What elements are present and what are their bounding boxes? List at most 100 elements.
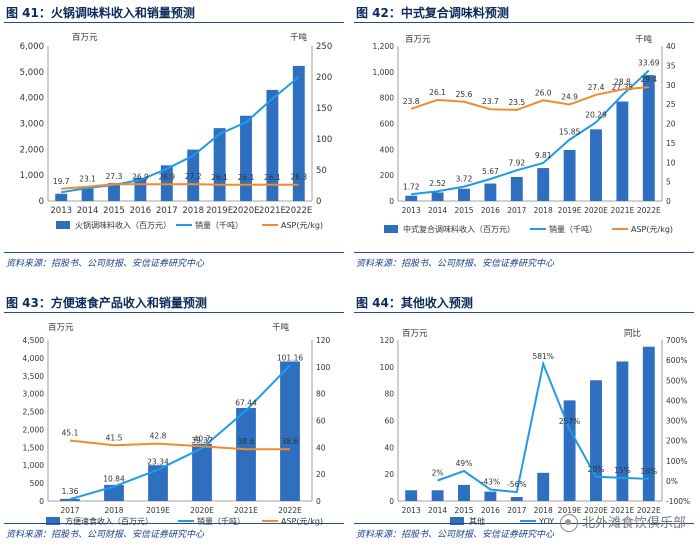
panel-44-source: 资料来源：招股书、公司财报、安信证券研究中心 [356,530,555,540]
series-line [69,364,291,501]
data-label: 39.37 [191,436,213,445]
chart-41: 0 1,000 2,000 3,000 4,000 5,000 6,000 0 50 100 150… [20,32,333,230]
data-label: 9.81 [535,151,552,160]
data-label: 67.44 [235,399,257,408]
y-tick-label: 800 [380,94,395,103]
x-tick-label: 2017 [156,206,178,216]
series-line [61,183,299,190]
data-label: 19.7 [53,177,70,186]
data-label: 26.3 [290,173,307,182]
legend-label: ASP(元/kg) [281,221,323,230]
bar [642,75,655,201]
x-tick-label: 2013 [402,506,421,515]
bar [81,188,94,201]
data-label: 10.84 [103,474,125,483]
right-unit-label: 千吨 [272,322,290,333]
panel-41-title: 图 41：火锅调味料收入和销量预测 [6,6,195,20]
y2-tick-label: 25 [666,100,676,109]
data-label: 15% [614,466,631,475]
x-tick-label: 2013 [402,206,421,215]
legend-label: 火锅调味料收入（百万元） [75,220,171,230]
x-tick-label: 2019E [558,206,582,215]
bar [405,195,418,201]
x-tick-label: 2020E [232,206,259,216]
y2-tick-label: 80 [316,390,326,399]
y-tick-label: 2,500 [23,408,45,417]
y-tick-label: 3,000 [23,390,45,399]
y-tick-label: 500 [30,479,45,488]
bar [590,380,602,501]
y2-tick-label: 0 [316,197,321,207]
legend-swatch [450,517,464,525]
y-tick-label: 120 [380,336,395,345]
y-tick-label: 2,000 [20,145,44,155]
legend-label: 销量（千吨） [195,220,243,230]
x-tick-label: 2018 [534,506,553,515]
panel-42-source: 资料来源：招股书、公司财报、安信证券研究中心 [356,259,555,269]
y2-tick-label: 0 [666,197,671,206]
y2-tick-label: 120 [316,336,331,345]
data-label: 26.1 [429,88,446,97]
legend-swatch [46,517,60,525]
chart-42: 0 200 400 600 800 1,000 1,200 0 5 10 15 20 25 30 35 40 百… [373,34,676,234]
y2-tick-label: 400% [666,396,687,405]
panel-44-title: 图 44：其他收入预测 [356,296,473,310]
data-label: 7.92 [508,158,525,167]
x-tick-label: 2017 [507,206,526,215]
wechat-icon [559,514,578,532]
bar [616,101,629,201]
y-tick-label: 5,000 [20,68,44,78]
x-tick-label: 2016 [481,506,500,515]
chart-44: 0 20 40 60 80 100 120 -100% 0% 100% 200% 300% 400% 50… [380,328,690,526]
legend-label: 中式复合调味料收入（百万元） [403,224,515,234]
y2-tick-label: 60 [316,417,326,426]
panel-44: 图 44：其他收入预测 0 20 40 60 80 100 120 -100% 0% 100% 20… [350,272,700,544]
y-tick-label: 1,000 [23,461,45,470]
data-label: 5.67 [482,167,499,176]
y-tick-label: 40 [384,443,394,452]
y-tick-label: 6,000 [20,42,44,52]
y2-tick-label: 15 [666,139,676,148]
series-line [69,439,290,451]
y2-tick-label: 20 [316,470,326,479]
y2-tick-label: 10 [666,158,676,167]
data-label: 23.1 [79,175,96,184]
series-line [411,69,650,196]
watermark: 北外滩食饮俱乐部 [559,512,686,532]
panel-41: 图 41：火锅调味料收入和销量预测 0 1,000 2,000 3,000 4,000 5… [0,0,350,272]
x-tick-label: 2019E [206,206,233,216]
bar [484,491,497,501]
y-tick-label: 1,500 [23,443,45,452]
x-tick-label: 2014 [428,206,447,215]
data-label: 27.35 [612,83,634,92]
x-tick-label: 2020E [190,506,214,515]
data-label: 33.69 [638,58,660,67]
legend-label: 其他 [469,516,485,526]
x-tick-label: 2018 [534,206,553,215]
bar [537,472,550,501]
y-tick-label: 0 [39,197,44,207]
y2-tick-label: 200% [666,437,687,446]
data-label: 101.16 [277,353,303,362]
x-tick-label: 2015 [454,206,473,215]
data-label: 20% [588,465,605,474]
y2-tick-label: 0% [666,477,678,486]
data-label: 26.9 [158,172,175,181]
y2-tick-label: 100 [316,135,332,145]
data-label: 2% [432,468,444,477]
data-label: 26.1 [238,173,255,182]
x-tick-label: 2021E [610,506,634,515]
data-label: 27.2 [185,172,202,181]
bar [616,361,629,501]
watermark-text: 北外滩食饮俱乐部 [581,515,686,531]
panel-42-title: 图 42：中式复合调味料预测 [356,6,509,20]
x-tick-label: 2017 [507,506,526,515]
left-unit-label: 百万元 [48,323,74,333]
y2-tick-label: 100% [666,457,687,466]
y-tick-label: 80 [384,390,394,399]
y-tick-label: 200 [380,171,395,180]
bar [431,490,444,501]
x-tick-label: 2021E [234,506,258,515]
legend-label: YOY [538,517,554,526]
legend-swatch [56,221,70,229]
